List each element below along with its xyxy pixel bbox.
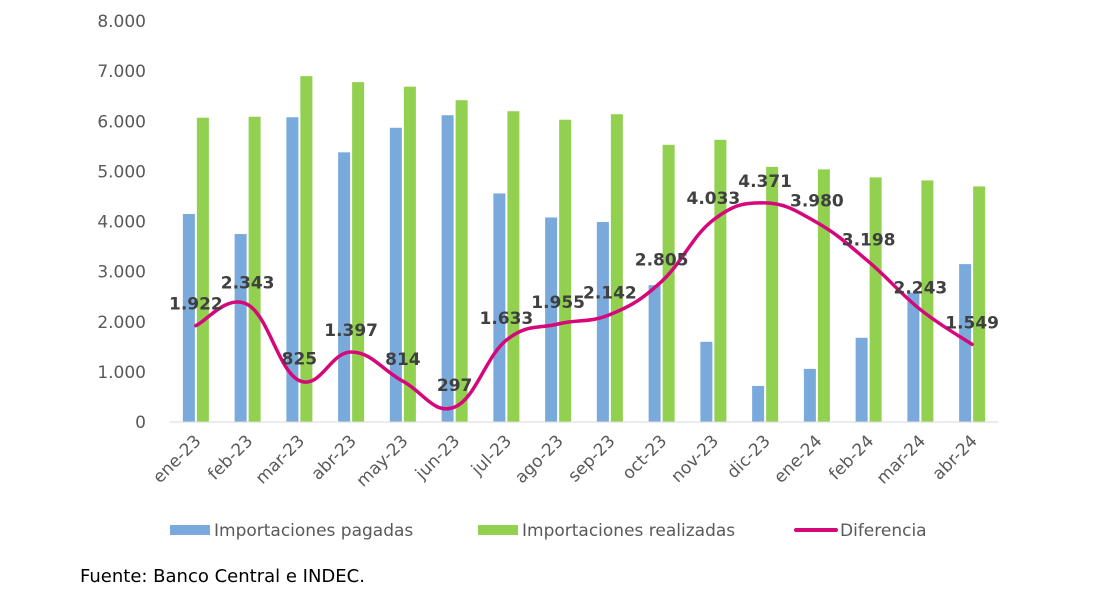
bar-importaciones-pagadas <box>545 217 558 422</box>
y-tick-label: 4.000 <box>97 213 146 233</box>
bar-importaciones-pagadas <box>441 115 454 423</box>
chart: 0 1.000 2.000 3.000 4.000 5.000 6.000 7.000 8.00… <box>97 12 999 541</box>
bar-importaciones-realizadas <box>973 186 986 422</box>
x-tick-label: jul-23 <box>467 431 516 480</box>
data-label-diferencia: 3.980 <box>790 192 844 212</box>
source-note: Fuente: Banco Central e INDEC. <box>80 566 365 587</box>
legend-label: Diferencia <box>840 521 927 541</box>
x-tick-label: jun-23 <box>411 431 464 484</box>
data-label-diferencia: 4.371 <box>738 172 792 192</box>
bar-importaciones-realizadas <box>507 111 520 422</box>
bar-importaciones-pagadas <box>855 337 868 422</box>
bar-importaciones-pagadas <box>959 264 972 422</box>
data-label-diferencia: 1.549 <box>945 313 999 333</box>
data-label-diferencia: 2.805 <box>635 250 689 270</box>
data-label-diferencia: 2.243 <box>893 279 947 299</box>
data-label-diferencia: 2.343 <box>221 274 275 294</box>
x-tick-label: oct-23 <box>619 431 671 483</box>
bar-importaciones-pagadas <box>700 341 713 422</box>
line-series <box>194 201 974 411</box>
bars <box>182 76 986 423</box>
bar-importaciones-realizadas <box>817 169 830 422</box>
bar-importaciones-realizadas <box>766 166 779 422</box>
y-tick-label: 1.000 <box>97 363 146 383</box>
bar-importaciones-pagadas <box>803 368 816 422</box>
data-label-diferencia: 4.033 <box>686 189 740 209</box>
x-tick-label: may-23 <box>353 431 413 491</box>
bar-importaciones-pagadas <box>907 292 920 422</box>
bar-importaciones-realizadas <box>300 76 313 422</box>
bar-importaciones-pagadas <box>234 234 247 422</box>
bar-importaciones-realizadas <box>714 139 727 422</box>
data-label-diferencia: 825 <box>282 350 318 370</box>
bar-importaciones-realizadas <box>403 86 416 422</box>
bar-importaciones-realizadas <box>921 180 934 422</box>
bar-importaciones-realizadas <box>196 117 209 423</box>
x-tick-label: sep-23 <box>564 431 619 486</box>
data-label-diferencia: 1.955 <box>531 293 585 313</box>
data-label-diferencia: 1.397 <box>324 321 378 341</box>
x-tick-label: ene-24 <box>770 431 826 487</box>
x-tick-label: nov-23 <box>667 431 723 487</box>
x-tick-label: feb-24 <box>825 431 878 484</box>
bar-importaciones-realizadas <box>455 100 468 422</box>
x-tick-label: mar-24 <box>873 431 930 488</box>
bar-importaciones-pagadas <box>286 117 299 423</box>
y-tick-label: 8.000 <box>97 12 146 32</box>
bar-importaciones-pagadas <box>648 285 661 422</box>
y-tick-label: 6.000 <box>97 112 146 132</box>
line-diferencia <box>194 201 974 411</box>
x-tick-label: mar-23 <box>252 431 309 488</box>
data-label-diferencia: 3.198 <box>842 231 896 251</box>
bar-importaciones-realizadas <box>869 177 882 422</box>
legend: Importaciones pagadas Importaciones reali… <box>170 521 927 541</box>
legend-swatch <box>478 525 518 535</box>
x-tick-label: dic-23 <box>723 431 774 482</box>
data-label-diferencia: 1.633 <box>479 309 533 329</box>
y-tick-label: 3.000 <box>97 263 146 283</box>
bar-importaciones-pagadas <box>182 213 195 422</box>
legend-swatch <box>170 525 210 535</box>
y-axis: 0 1.000 2.000 3.000 4.000 5.000 6.000 7.000 8.00… <box>97 12 146 433</box>
x-tick-label: abr-24 <box>929 431 982 484</box>
legend-label: Importaciones pagadas <box>214 521 413 541</box>
x-tick-label: ene-23 <box>149 431 205 487</box>
y-tick-label: 0 <box>135 413 146 433</box>
data-label-diferencia: 297 <box>437 376 473 396</box>
bar-importaciones-realizadas <box>352 82 365 422</box>
bar-importaciones-realizadas <box>559 119 572 422</box>
legend-label: Importaciones realizadas <box>522 521 735 541</box>
data-label-diferencia: 2.142 <box>583 284 637 304</box>
x-tick-label: ago-23 <box>511 431 567 487</box>
bar-importaciones-pagadas <box>752 385 765 422</box>
x-tick-label: feb-23 <box>204 431 257 484</box>
data-label-diferencia: 1.922 <box>169 295 223 315</box>
bar-importaciones-pagadas <box>493 193 506 422</box>
bar-importaciones-realizadas <box>248 116 261 423</box>
bar-importaciones-pagadas <box>389 127 402 423</box>
bar-importaciones-realizadas <box>610 114 623 423</box>
bar-importaciones-pagadas <box>338 152 351 422</box>
y-tick-label: 7.000 <box>97 62 146 82</box>
y-tick-label: 2.000 <box>97 313 146 333</box>
data-label-diferencia: 814 <box>385 350 421 370</box>
bar-importaciones-realizadas <box>662 144 675 422</box>
bar-importaciones-pagadas <box>596 222 609 422</box>
y-tick-label: 5.000 <box>97 162 146 182</box>
